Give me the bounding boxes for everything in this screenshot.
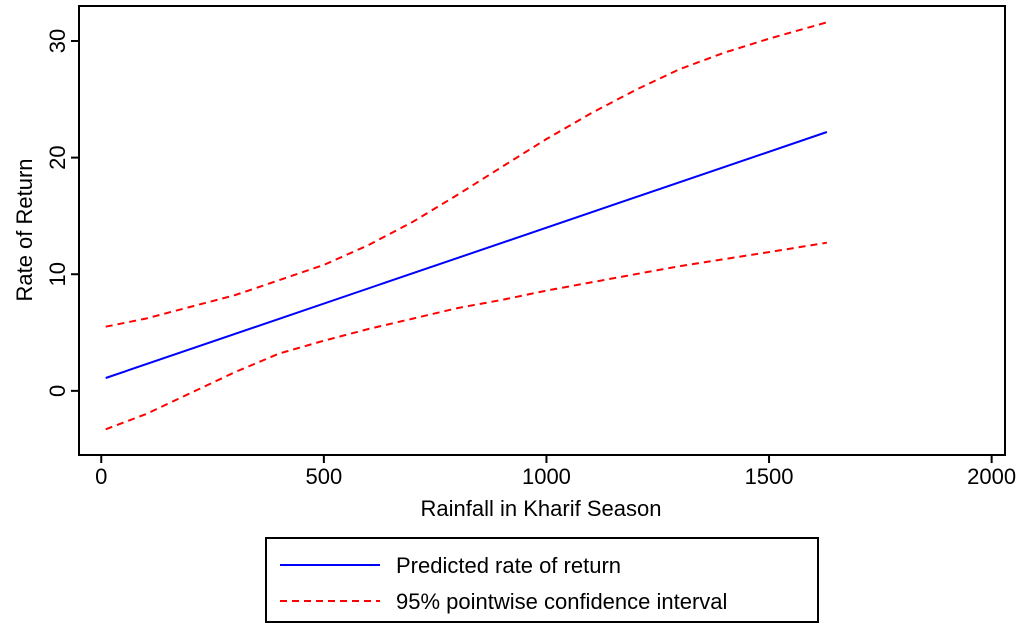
- x-axis-label: Rainfall in Kharif Season: [421, 496, 662, 521]
- y-tick-label: 10: [45, 262, 70, 286]
- legend-label: 95% pointwise confidence interval: [396, 589, 727, 614]
- confidence-band-line-2: [105, 241, 828, 431]
- y-axis-label: Rate of Return: [12, 158, 37, 301]
- x-tick-label: 1000: [522, 464, 571, 489]
- legend: Predicted rate of return 95% pointwise co…: [265, 537, 819, 623]
- x-tick-label: 500: [305, 464, 342, 489]
- y-axis-ticks: 0 10 20 30: [45, 29, 79, 397]
- y-tick-label: 30: [45, 29, 70, 53]
- x-tick-label: 2000: [967, 464, 1016, 489]
- predicted-return-line: [105, 131, 828, 379]
- series-layer: [105, 21, 828, 431]
- legend-items: Predicted rate of return 95% pointwise co…: [280, 553, 727, 614]
- x-axis-ticks: 0 500 1000 1500 2000: [95, 455, 1016, 489]
- x-tick-label: 1500: [745, 464, 794, 489]
- y-tick-label: 0: [45, 385, 70, 397]
- legend-label: Predicted rate of return: [396, 553, 621, 578]
- x-tick-label: 0: [95, 464, 107, 489]
- plot-area-frame: [78, 5, 1006, 456]
- y-tick-label: 20: [45, 145, 70, 169]
- confidence-band-line-1: [105, 21, 828, 328]
- legend-frame: [265, 537, 819, 623]
